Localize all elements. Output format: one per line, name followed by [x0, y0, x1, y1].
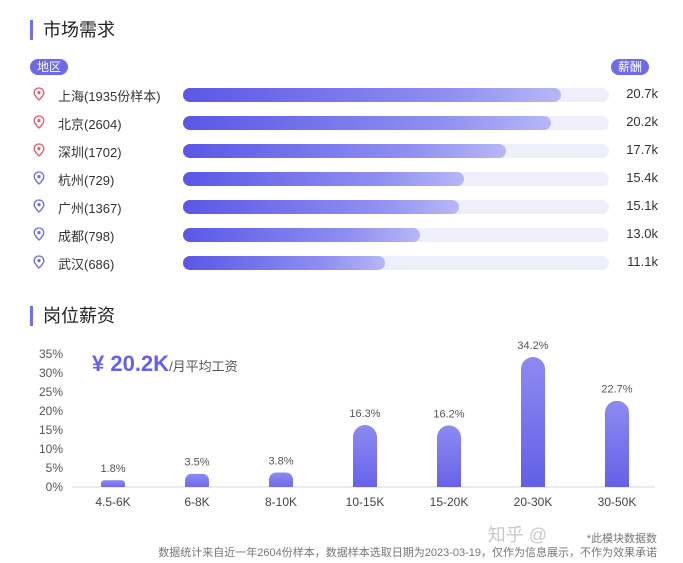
region-header-pill: 地区: [30, 59, 69, 75]
salary-bar-fill: [183, 88, 561, 102]
city-row: 广州(1367) 15.1k: [30, 197, 660, 217]
salary-bar-fill: [183, 116, 552, 130]
y-tick-label: 5%: [46, 461, 64, 475]
y-tick-label: 10%: [39, 442, 63, 456]
average-salary: ¥ 20.2K/月平均工资: [92, 351, 238, 377]
city-label: 深圳(1702): [58, 145, 122, 160]
salary-bar: [101, 480, 125, 490]
salary-bar-fill: [183, 256, 386, 270]
x-category-label: 10-15K: [346, 495, 385, 509]
city-label: 武汉(686): [58, 257, 115, 272]
x-category-label: 30-50K: [598, 495, 637, 509]
y-tick-label: 35%: [39, 347, 63, 361]
x-category-label: 6-8K: [184, 495, 209, 509]
y-tick-label: 15%: [39, 423, 63, 437]
city-row: 杭州(729) 15.4k: [30, 169, 660, 189]
market-section-title: 市场需求: [30, 20, 115, 40]
city-row: 北京(2604) 20.2k: [30, 113, 660, 133]
salary-bar-fill: [183, 172, 464, 186]
salary-header-pill: 薪酬: [611, 59, 650, 75]
y-tick-label: 30%: [39, 366, 63, 380]
city-row: 深圳(1702) 17.7k: [30, 141, 660, 161]
city-label: 杭州(729): [58, 173, 115, 188]
salary-bar-fill: [183, 144, 506, 158]
location-pin-icon: [33, 227, 45, 241]
salary-value: 20.7k: [626, 86, 658, 101]
location-pin-icon: [33, 115, 45, 129]
salary-value: 11.1k: [627, 254, 658, 269]
location-pin-icon: [33, 199, 45, 213]
city-row: 成都(798) 13.0k: [30, 225, 660, 245]
footnote-line-2: 数据统计来自近一年2604份样本，数据样本选取日期为2023-03-19，仅作为…: [158, 547, 657, 559]
salary-section-title: 岗位薪资: [30, 306, 115, 326]
salary-bar-track: [183, 116, 609, 130]
salary-value: 17.7k: [626, 142, 658, 157]
location-pin-icon: [33, 87, 45, 101]
salary-value: 20.2k: [626, 114, 658, 129]
city-label: 广州(1367): [58, 201, 122, 216]
x-category-label: 20-30K: [514, 495, 553, 509]
city-label: 成都(798): [58, 229, 115, 244]
y-tick-label: 25%: [39, 385, 63, 399]
salary-bar-track: [183, 256, 609, 270]
salary-bar: [185, 474, 209, 494]
city-label: 北京(2604): [58, 117, 122, 132]
salary-bar: [521, 357, 545, 499]
location-pin-icon: [33, 255, 45, 269]
average-salary-unit: /月平均工资: [169, 359, 238, 374]
salary-bar-fill: [183, 200, 459, 214]
city-row: 武汉(686) 11.1k: [30, 253, 660, 273]
footnote-line-1: *此模块数据数: [586, 533, 657, 545]
y-tick-label: 20%: [39, 404, 63, 418]
average-salary-amount: ¥ 20.2K: [92, 351, 170, 376]
watermark: 知乎 @: [488, 521, 657, 547]
salary-bar-track: [183, 228, 609, 242]
location-pin-icon: [33, 143, 45, 157]
x-category-label: 8-10K: [265, 495, 297, 509]
salary-bar-track: [183, 172, 609, 186]
bar-value-label: 16.3%: [349, 408, 380, 420]
bar-value-label: 1.8%: [100, 463, 125, 475]
location-pin-icon: [33, 171, 45, 185]
bar-value-label: 34.2%: [517, 340, 548, 352]
x-category-label: 15-20K: [430, 495, 469, 509]
salary-bar: [353, 425, 377, 499]
salary-bar: [605, 401, 629, 499]
bar-value-label: 3.5%: [184, 457, 209, 469]
bar-value-label: 16.2%: [433, 408, 464, 420]
salary-value: 13.0k: [626, 226, 658, 241]
salary-bar-track: [183, 88, 609, 102]
bar-value-label: 3.8%: [268, 456, 293, 468]
watermark-text: 知乎 @: [487, 525, 547, 545]
bar-value-label: 22.7%: [601, 384, 632, 396]
salary-bar: [437, 425, 461, 499]
city-label: 上海(1935份样本): [58, 89, 161, 104]
salary-bar-track: [183, 144, 609, 158]
x-category-label: 4.5-6K: [95, 495, 130, 509]
salary-bar: [269, 473, 293, 495]
y-tick-label: 0%: [46, 480, 64, 494]
salary-value: 15.4k: [626, 170, 658, 185]
salary-value: 15.1k: [626, 198, 658, 213]
salary-bar-track: [183, 200, 609, 214]
salary-bar-fill: [183, 228, 420, 242]
city-row: 上海(1935份样本) 20.7k: [30, 85, 660, 105]
